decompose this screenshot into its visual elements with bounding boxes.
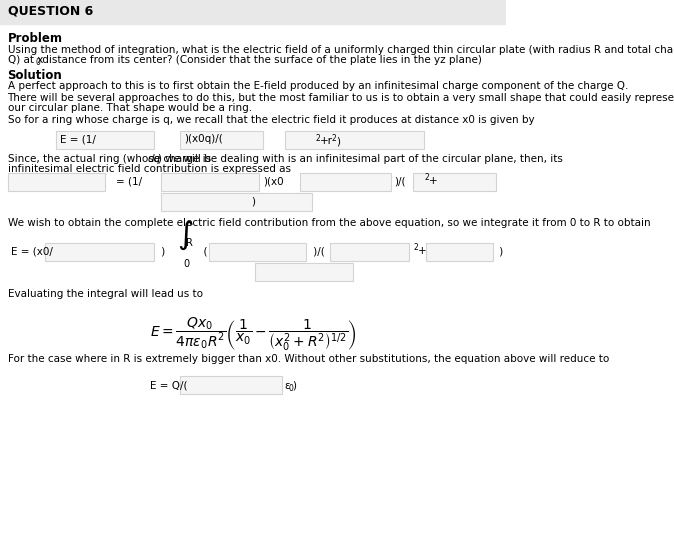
Text: Solution: Solution <box>7 69 62 82</box>
Text: )/(: )/( <box>310 246 325 256</box>
Bar <box>0 0 506 24</box>
FancyBboxPatch shape <box>45 243 154 261</box>
FancyBboxPatch shape <box>7 173 105 191</box>
Text: infinitesimal electric field contribution is expressed as: infinitesimal electric field contributio… <box>7 164 290 174</box>
Text: ε: ε <box>284 381 290 391</box>
Text: ): ) <box>251 196 255 206</box>
Text: E = (1/: E = (1/ <box>60 134 96 144</box>
Text: our circular plane. That shape would be a ring.: our circular plane. That shape would be … <box>7 103 251 113</box>
Text: )(x0: )(x0 <box>263 176 284 186</box>
Text: So for a ring whose charge is q, we recall that the electric field it produces a: So for a ring whose charge is q, we reca… <box>7 115 534 125</box>
Text: 2: 2 <box>331 134 336 143</box>
Text: Since, the actual ring (whose charge is: Since, the actual ring (whose charge is <box>7 154 214 164</box>
FancyBboxPatch shape <box>301 173 390 191</box>
FancyBboxPatch shape <box>426 243 493 261</box>
Text: ) we will be dealing with is an infinitesimal part of the circular plane, then, : ) we will be dealing with is an infinite… <box>158 154 563 164</box>
Text: We wish to obtain the complete electric field contribution from the above equati: We wish to obtain the complete electric … <box>7 218 650 228</box>
Text: ): ) <box>495 246 503 256</box>
Text: ): ) <box>292 381 296 391</box>
Text: +r: +r <box>320 136 333 146</box>
FancyBboxPatch shape <box>285 131 425 149</box>
Text: distance from its center? (Consider that the surface of the plate lies in the yz: distance from its center? (Consider that… <box>39 55 482 65</box>
FancyBboxPatch shape <box>57 131 154 149</box>
Text: )/(: )/( <box>394 176 406 186</box>
Text: Problem: Problem <box>7 32 63 45</box>
Text: E = Q/(: E = Q/( <box>150 381 188 391</box>
Text: For the case where in R is extremely bigger than x0. Without other substitutions: For the case where in R is extremely big… <box>7 354 609 364</box>
Text: $E=\dfrac{Qx_0}{4\pi\varepsilon_0 R^2}\left(\dfrac{1}{x_0}-\dfrac{1}{\left(x_0^2: $E=\dfrac{Qx_0}{4\pi\varepsilon_0 R^2}\l… <box>150 315 357 353</box>
Text: dq: dq <box>147 154 160 164</box>
FancyBboxPatch shape <box>330 243 409 261</box>
Text: +: + <box>429 176 437 186</box>
Text: QUESTION 6: QUESTION 6 <box>7 4 93 17</box>
Text: )(x0q)/(: )(x0q)/( <box>184 134 223 144</box>
FancyBboxPatch shape <box>413 173 495 191</box>
FancyBboxPatch shape <box>209 243 307 261</box>
FancyBboxPatch shape <box>162 193 311 211</box>
Text: ): ) <box>336 136 340 146</box>
Text: $\int$: $\int$ <box>177 219 193 252</box>
Text: = (1/: = (1/ <box>117 176 142 186</box>
Text: A perfect approach to this is to first obtain the E-field produced by an infinit: A perfect approach to this is to first o… <box>7 81 628 91</box>
Text: There will be several approaches to do this, but the most familiar to us is to o: There will be several approaches to do t… <box>7 93 674 103</box>
Text: 0: 0 <box>183 259 189 269</box>
Text: E = (x0/: E = (x0/ <box>11 246 53 256</box>
Text: 2: 2 <box>425 173 429 182</box>
FancyBboxPatch shape <box>180 131 263 149</box>
Text: 0: 0 <box>288 384 293 393</box>
Text: R: R <box>186 238 193 248</box>
FancyBboxPatch shape <box>180 376 282 394</box>
Text: Q) at x: Q) at x <box>7 55 43 65</box>
Text: +: + <box>418 246 426 256</box>
Text: Evaluating the integral will lead us to: Evaluating the integral will lead us to <box>7 289 202 299</box>
FancyBboxPatch shape <box>255 263 353 281</box>
Text: 2: 2 <box>315 134 320 143</box>
Text: 0: 0 <box>35 58 40 67</box>
FancyBboxPatch shape <box>162 173 259 191</box>
Text: (: ( <box>197 246 208 256</box>
Text: 2: 2 <box>413 243 418 252</box>
Text: Using the method of integration, what is the electric field of a uniformly charg: Using the method of integration, what is… <box>7 45 674 55</box>
Text: ): ) <box>158 246 165 256</box>
